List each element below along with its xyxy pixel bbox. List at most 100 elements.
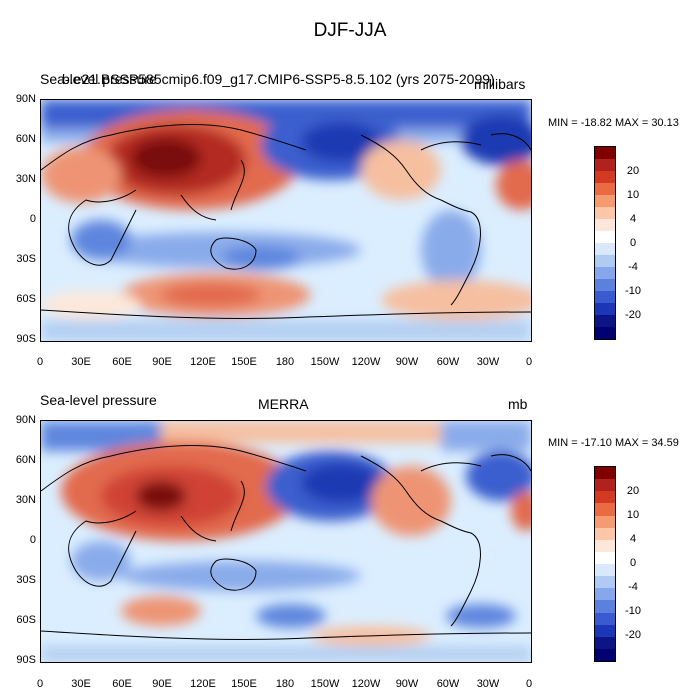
panel-bottom-colorbar-label: 10: [626, 509, 640, 521]
colorbar-swatch: [595, 551, 615, 564]
figure-title: DJF-JJA: [313, 20, 387, 41]
panel-bottom-lon-tick: 60E: [112, 678, 132, 690]
panel-top: Sea-level pressure b.e21.BSSP585cmip6.f0…: [15, 71, 679, 368]
panel-top-lon-tick: 60W: [436, 356, 460, 368]
panel-bottom-colorbar-label: 20: [626, 485, 640, 497]
panel-top-left-title: Sea-level pressure: [40, 71, 157, 87]
colorbar-swatch: [595, 539, 615, 552]
colorbar-swatch: [595, 183, 615, 195]
panel-bottom-lon-tick: 120E: [190, 678, 216, 690]
panel-top-lon-tick: 150E: [231, 356, 257, 368]
panel-top-lon-tick: 30W: [476, 356, 500, 368]
panel-top-lat-tick: 0: [29, 213, 36, 225]
panel-bottom-lat-tick: 60S: [16, 614, 36, 626]
panel-bottom-colorbar: [594, 466, 616, 662]
panel-top-lon-tick: 60E: [112, 356, 132, 368]
panel-bottom-lat-tick: 30N: [15, 494, 36, 506]
panel-top-lon-tick: 120E: [190, 356, 216, 368]
panel-top-colorbar-label: -20: [625, 309, 641, 321]
colorbar-swatch: [595, 503, 615, 516]
panel-top-lat-tick: 60S: [16, 293, 36, 305]
panel-top-colorbar-label: 10: [626, 189, 640, 201]
colorbar-swatch: [595, 315, 615, 327]
panel-top-lon-tick: 0: [525, 356, 533, 368]
panel-top-map: [40, 99, 532, 342]
panel-bottom-lat-tick: 90N: [15, 414, 36, 426]
panel-top-lat-tick: 60N: [15, 133, 36, 145]
colorbar-swatch: [595, 491, 615, 504]
panel-bottom-left-title: Sea-level pressure: [40, 392, 157, 408]
colorbar-swatch: [595, 159, 615, 171]
colorbar-swatch: [595, 171, 615, 183]
panel-bottom-colorbar-label: -4: [628, 581, 638, 593]
panel-top-lon-tick: 120W: [351, 356, 381, 368]
panel-top-colorbar-label: 4: [629, 213, 637, 225]
panel-top-lon-tick: 90W: [395, 356, 419, 368]
colorbar-swatch: [595, 479, 615, 492]
panel-bottom-lat-tick: 90S: [16, 654, 36, 666]
panel-bottom-lon-tick: 150W: [310, 678, 340, 690]
panel-bottom-lon-tick: 30E: [71, 678, 91, 690]
colorbar-swatch: [595, 588, 615, 601]
colorbar-swatch: [595, 636, 615, 649]
colorbar-swatch: [595, 219, 615, 231]
colorbar-swatch: [595, 612, 615, 625]
panel-top-colorbar-label: 0: [629, 237, 637, 249]
panel-top-lon-tick: 90E: [152, 356, 172, 368]
panel-top-colorbar-label: -4: [628, 261, 638, 273]
panel-bottom-lon-tick: 150E: [231, 678, 257, 690]
colorbar-swatch: [595, 279, 615, 291]
panel-bottom-lon-tick: 120W: [351, 678, 381, 690]
panel-top-colorbar-label: 20: [626, 165, 640, 177]
panel-bottom-lon-tick: 180: [275, 678, 295, 690]
panel-top-lon-tick: 150W: [310, 356, 340, 368]
panel-top-stats: MIN = -18.82 MAX = 30.13: [548, 117, 679, 129]
panel-bottom-lat-tick: 60N: [15, 454, 36, 466]
panel-bottom-lon-tick: 0: [525, 678, 533, 690]
panel-bottom-lat-tick: 30S: [16, 574, 36, 586]
colorbar-swatch: [595, 600, 615, 613]
panel-bottom-lon-tick: 90E: [152, 678, 172, 690]
colorbar-swatch: [595, 291, 615, 303]
colorbar-swatch: [595, 267, 615, 279]
panel-top-lon-tick: 180: [275, 356, 295, 368]
panel-bottom-units: mb: [508, 396, 528, 412]
panel-bottom-colorbar-label: 4: [629, 533, 637, 545]
colorbar-swatch: [595, 303, 615, 315]
colorbar-swatch: [595, 624, 615, 637]
colorbar-swatch: [595, 195, 615, 207]
panel-bottom-stats: MIN = -17.10 MAX = 34.59: [548, 437, 679, 449]
colorbar-swatch: [595, 255, 615, 267]
colorbar-swatch: [595, 576, 615, 589]
colorbar-swatch: [595, 564, 615, 577]
colorbar-swatch: [595, 207, 615, 219]
panel-bottom-colorbar-label: -20: [625, 629, 641, 641]
colorbar-swatch: [595, 327, 615, 339]
panel-top-lat-tick: 30S: [16, 253, 36, 265]
panel-top-colorbar: [594, 146, 616, 340]
panel-top-colorbar-label: -10: [625, 285, 641, 297]
colorbar-swatch: [595, 231, 615, 243]
panel-top-lat-tick: 90N: [15, 93, 36, 105]
panel-bottom-lon-tick: 30W: [476, 678, 500, 690]
panel-bottom-lon-tick: 60W: [436, 678, 460, 690]
panel-bottom-center-title: MERRA: [258, 396, 309, 412]
colorbar-swatch: [595, 515, 615, 528]
panel-top-lon-tick: 30E: [71, 356, 91, 368]
panel-bottom-colorbar-label: 0: [629, 557, 637, 569]
panel-bottom-field: [41, 421, 531, 662]
panel-bottom-colorbar-label: -10: [625, 605, 641, 617]
panel-top-units: millibars: [474, 76, 526, 92]
panel-bottom-lon-tick: 90W: [395, 678, 419, 690]
panel-top-case-title: b.e21.BSSP585cmip6.f09_g17.CMIP6-SSP5-8.…: [62, 71, 495, 87]
colorbar-swatch: [595, 147, 615, 159]
colorbar-swatch: [595, 648, 615, 661]
colorbar-swatch: [595, 243, 615, 255]
panel-bottom-lon-tick: 0: [36, 678, 44, 690]
panel-bottom-map: [40, 420, 532, 663]
panel-top-field: [41, 100, 531, 341]
panel-top-lon-tick: 0: [36, 356, 44, 368]
panel-top-lat-tick: 30N: [15, 173, 36, 185]
colorbar-swatch: [595, 467, 615, 480]
